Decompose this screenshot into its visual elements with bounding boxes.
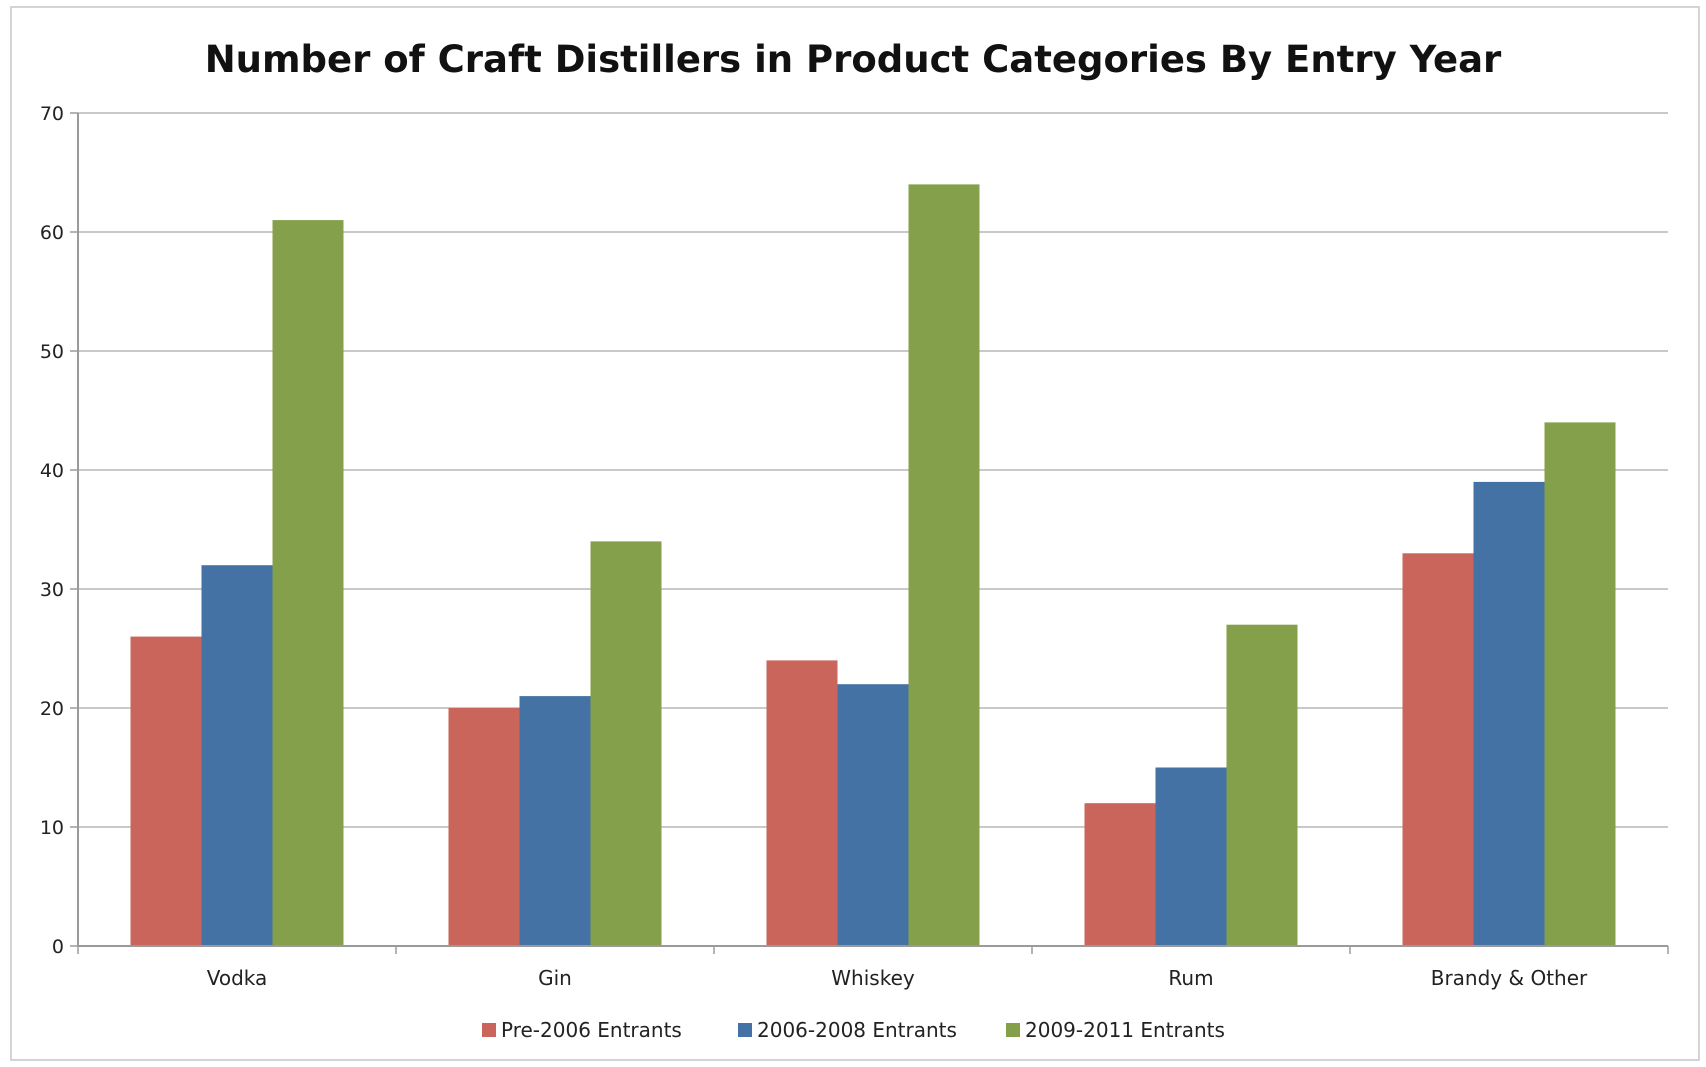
legend: Pre-2006 Entrants 2006-2008 Entrants 2009-… — [482, 1018, 1225, 1042]
y-axis-ticks: 0 10 20 30 40 50 60 70 — [40, 103, 78, 958]
x-tick-label: Gin — [538, 966, 572, 990]
legend-swatch — [738, 1023, 752, 1037]
y-tick-label: 10 — [40, 817, 64, 839]
x-tick-label: Whiskey — [831, 966, 915, 990]
y-tick-label: 30 — [40, 579, 64, 601]
bar-rum-series-1 — [1084, 803, 1156, 946]
bar-gin-series-1 — [448, 708, 520, 946]
y-tick-label: 20 — [40, 698, 64, 720]
y-tick-label: 70 — [40, 103, 64, 125]
bars — [130, 184, 1616, 947]
y-tick-label: 0 — [52, 936, 64, 958]
x-axis: Vodka Gin Whiskey Rum Brandy & Other — [77, 113, 1669, 990]
chart-title: Number of Craft Distillers in Product Ca… — [205, 38, 1502, 81]
x-tick-label: Vodka — [207, 966, 268, 990]
bar-vodka-series-2 — [201, 565, 273, 946]
bar-brandy-other-series-2 — [1473, 481, 1545, 946]
bar-vodka-series-3 — [272, 220, 344, 947]
bar-brandy-other-series-1 — [1402, 553, 1474, 946]
bar-whiskey-series-2 — [837, 684, 909, 946]
legend-label: Pre-2006 Entrants — [501, 1018, 682, 1042]
y-tick-label: 40 — [40, 460, 64, 482]
legend-label: 2009-2011 Entrants — [1025, 1018, 1225, 1042]
y-tick-label: 60 — [40, 222, 64, 244]
bar-rum-series-3 — [1226, 624, 1298, 946]
x-tick-label: Brandy & Other — [1431, 966, 1588, 990]
legend-swatch — [1006, 1023, 1020, 1037]
x-tick-label: Rum — [1168, 966, 1213, 990]
bar-gin-series-3 — [590, 541, 662, 946]
y-tick-label: 50 — [40, 341, 64, 363]
bar-rum-series-2 — [1155, 767, 1227, 946]
bar-vodka-series-1 — [130, 636, 202, 946]
bar-gin-series-2 — [519, 696, 591, 946]
bar-brandy-other-series-3 — [1544, 422, 1616, 946]
legend-swatch — [482, 1023, 496, 1037]
legend-label: 2006-2008 Entrants — [757, 1018, 957, 1042]
bar-whiskey-series-3 — [908, 184, 980, 946]
bar-whiskey-series-1 — [766, 660, 838, 946]
